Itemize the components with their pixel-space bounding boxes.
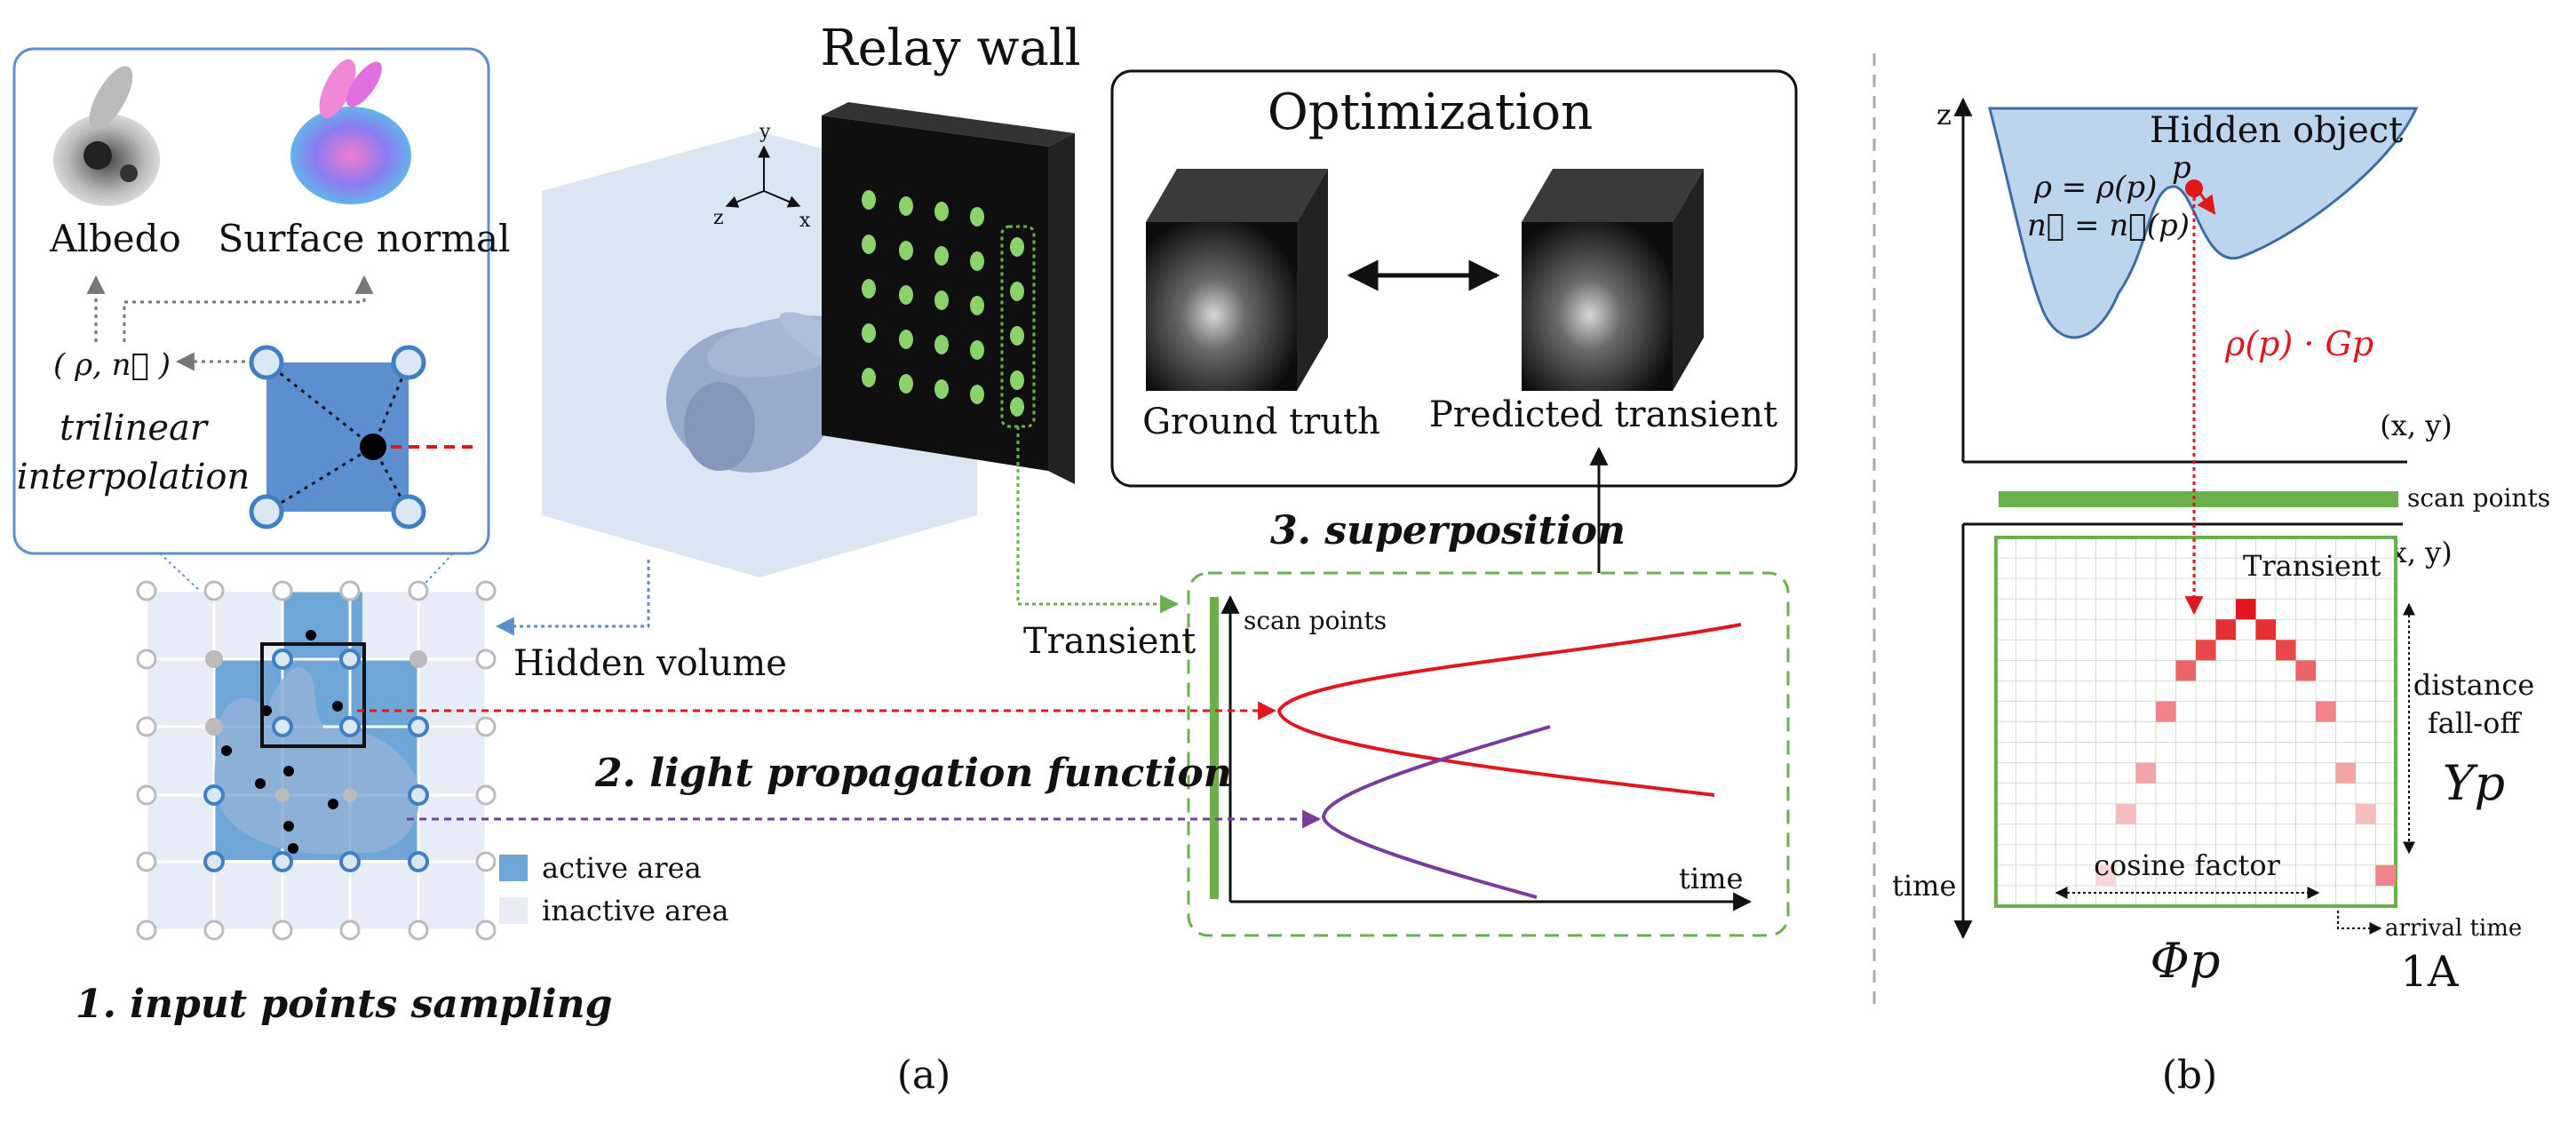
time-label: time xyxy=(1892,869,1956,903)
normal-up-arrow xyxy=(123,275,374,342)
arrival-time-label: arrival time xyxy=(2385,915,2522,942)
axis-z-label: z xyxy=(713,207,724,229)
albedo-label: Albedo xyxy=(49,217,181,260)
transient-cell xyxy=(2196,640,2216,661)
hidden-volume-label: Hidden volume xyxy=(513,643,787,684)
legend-active-label: active area xyxy=(542,851,702,885)
n-eq-label: n⃗ = n⃗(p) xyxy=(2027,208,2190,243)
predicted-transient-label: Predicted transient xyxy=(1429,394,1777,435)
transient-cell xyxy=(2095,864,2116,886)
sampling-grid xyxy=(136,580,497,941)
scan-points-line xyxy=(1999,491,2398,507)
predicted-cube xyxy=(1522,169,1704,391)
step3-label: 3. superposition xyxy=(1270,508,1626,553)
interpolation-inset: Albedo Surface normal ( ρ, n⃗ ) trilinea… xyxy=(12,47,511,555)
distance-label: distance xyxy=(2413,668,2535,702)
falloff-label: fall-off xyxy=(2428,706,2522,740)
transient-cell xyxy=(2116,803,2136,824)
interpolation-label: interpolation xyxy=(17,457,250,497)
rho-n-label: ( ρ, n⃗ ) xyxy=(53,347,171,383)
transient-cell xyxy=(2276,640,2296,661)
transient-cell xyxy=(2135,762,2156,784)
trilinear-label: trilinear xyxy=(60,408,210,449)
ground-truth-cube xyxy=(1146,169,1328,391)
normal-bunny-image xyxy=(290,59,411,204)
plot-scan-points-label: scan points xyxy=(1244,606,1387,635)
scan-points-label: scan points xyxy=(2407,483,2550,513)
transient-cell xyxy=(2295,660,2316,681)
legend-active-swatch xyxy=(499,855,528,881)
transient-cell xyxy=(2156,701,2176,722)
scan-points-bar xyxy=(1210,597,1219,899)
axis-y-label: y xyxy=(759,121,771,143)
upsilon-label: Υp xyxy=(2443,755,2505,811)
plot-time-label: time xyxy=(1679,862,1743,895)
arrival-time-arrow xyxy=(2337,911,2382,935)
transient-cell xyxy=(2316,701,2336,722)
top-xy-label: (x, y) xyxy=(2380,409,2452,442)
transient-cell xyxy=(2215,619,2236,641)
transient-label: Transient xyxy=(1023,621,1196,662)
caption-b: (b) xyxy=(2162,1053,2218,1098)
relay-wall-label: Relay wall xyxy=(820,20,1080,77)
transient-cell xyxy=(2356,803,2376,824)
transient-grid-label: Transient xyxy=(2243,549,2381,583)
one-a-label: 1A xyxy=(2400,947,2460,997)
caption-a: (a) xyxy=(897,1053,951,1098)
top-z-label: z xyxy=(1936,98,1952,131)
transient-plot-frame xyxy=(1187,571,1790,937)
volume-to-label-arrow xyxy=(495,560,650,636)
transient-cell xyxy=(2375,864,2396,886)
surface-normal-label: Surface normal xyxy=(219,217,511,260)
step2-label: 2. light propagation function xyxy=(594,751,1232,796)
hidden-object-label: Hidden object xyxy=(2150,110,2403,151)
legend-inactive-swatch xyxy=(499,897,528,924)
transient-cell xyxy=(2335,762,2356,784)
albedo-bunny-image xyxy=(53,66,160,206)
cosine-factor-label: cosine factor xyxy=(2094,848,2281,882)
rho-gp-label: ρ(p) · Gp xyxy=(2224,324,2373,363)
red-curve xyxy=(1276,623,1742,797)
point-p-marker xyxy=(2185,179,2203,197)
phi-label: Φp xyxy=(2151,933,2221,989)
axis-x-label: x xyxy=(799,210,811,232)
optimization-title: Optimization xyxy=(1268,84,1593,141)
hidden-object-shape xyxy=(1988,107,2419,339)
xyz-axes xyxy=(725,145,801,208)
transient-cell xyxy=(2236,599,2256,620)
purple-curve xyxy=(1321,725,1551,899)
wall-to-transient-arrow xyxy=(1016,426,1180,614)
legend-inactive-label: inactive area xyxy=(542,894,729,927)
optimization-box xyxy=(1110,69,1798,488)
p-point-label: p xyxy=(2172,150,2191,186)
interpolation-cell xyxy=(249,345,475,529)
ground-truth-label: Ground truth xyxy=(1142,402,1380,442)
transient-cells xyxy=(2095,599,2396,886)
normal-arrow xyxy=(2197,190,2216,215)
rho-eq-label: ρ = ρ(p) xyxy=(2033,170,2157,205)
transient-cell xyxy=(2175,660,2196,681)
transient-cell xyxy=(2255,619,2276,641)
grid-highlight-box xyxy=(260,642,366,748)
relay-wall xyxy=(822,102,1075,484)
step1-label: 1. input points sampling xyxy=(76,982,612,1027)
